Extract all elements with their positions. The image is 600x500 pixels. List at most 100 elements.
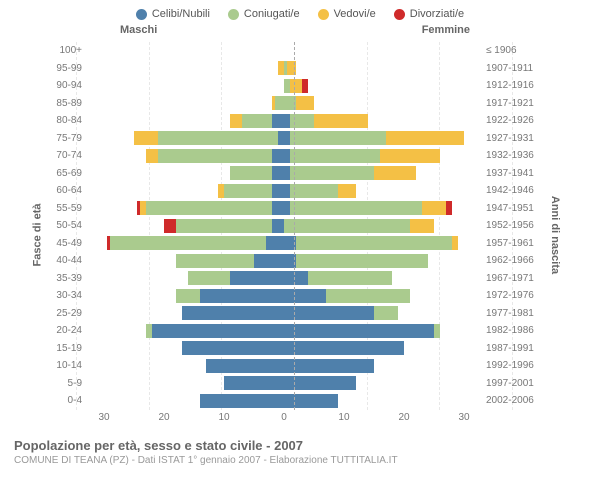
bar-group xyxy=(86,217,482,235)
year-label: 1967-1971 xyxy=(482,273,534,284)
age-label: 45-49 xyxy=(54,238,86,249)
male-bar xyxy=(86,166,284,180)
female-bar xyxy=(284,149,482,163)
bar-segment xyxy=(272,184,284,198)
bar-group xyxy=(86,340,482,358)
female-bar xyxy=(284,44,482,58)
bar-segment xyxy=(272,149,284,163)
male-bar xyxy=(86,201,284,215)
year-label: 1917-1921 xyxy=(482,98,534,109)
bar-segment xyxy=(200,289,284,303)
bar-segment xyxy=(290,166,374,180)
bar-segment xyxy=(308,271,392,285)
bar-segment xyxy=(272,114,284,128)
age-label: 60-64 xyxy=(54,185,86,196)
female-bar xyxy=(284,79,482,93)
bar-segment xyxy=(380,149,440,163)
legend-item: Coniugati/e xyxy=(228,8,300,20)
bar-segment xyxy=(284,271,308,285)
bar-segment xyxy=(182,341,284,355)
year-label: 1982-1986 xyxy=(482,325,534,336)
bar-segment xyxy=(374,306,398,320)
bar-segment xyxy=(434,324,440,338)
bar-segment xyxy=(284,289,326,303)
bar-segment xyxy=(452,236,458,250)
x-tick: 0 xyxy=(281,412,287,423)
year-label: 1947-1951 xyxy=(482,203,534,214)
y-axis-right-label: Anni di nascita xyxy=(549,196,561,274)
bar-segment xyxy=(158,149,272,163)
male-header: Maschi xyxy=(120,24,157,36)
legend-swatch xyxy=(136,9,147,20)
bar-segment xyxy=(422,201,446,215)
x-tick: 20 xyxy=(398,412,409,423)
male-bar xyxy=(86,254,284,268)
legend-label: Divorziati/e xyxy=(410,8,464,20)
female-bar xyxy=(284,61,482,75)
age-label: 15-19 xyxy=(54,343,86,354)
bar-segment xyxy=(110,236,266,250)
male-bar xyxy=(86,289,284,303)
x-tick: 30 xyxy=(458,412,469,423)
footer: Popolazione per età, sesso e stato civil… xyxy=(0,428,600,466)
age-label: 30-34 xyxy=(54,290,86,301)
bar-segment xyxy=(152,324,284,338)
female-bar xyxy=(284,341,482,355)
bar-group xyxy=(86,375,482,393)
x-tick: 10 xyxy=(218,412,229,423)
bar-segment xyxy=(374,166,416,180)
male-bar xyxy=(86,149,284,163)
bar-group xyxy=(86,60,482,78)
male-bar xyxy=(86,131,284,145)
female-bar xyxy=(284,289,482,303)
female-bar xyxy=(284,394,482,408)
bar-segment xyxy=(290,149,380,163)
female-bar xyxy=(284,236,482,250)
chart: Fasce di età Anni di nascita 100+≤ 19069… xyxy=(10,42,590,428)
male-bar xyxy=(86,376,284,390)
bar-segment xyxy=(266,236,284,250)
bar-group xyxy=(86,357,482,375)
gender-headers: Maschi Femmine xyxy=(0,24,600,42)
bar-segment xyxy=(206,359,284,373)
age-label: 25-29 xyxy=(54,308,86,319)
legend-label: Celibi/Nubili xyxy=(152,8,210,20)
bar-group xyxy=(86,305,482,323)
bar-segment xyxy=(254,254,284,268)
year-label: 1907-1911 xyxy=(482,63,534,74)
age-label: 80-84 xyxy=(54,115,86,126)
male-bar xyxy=(86,184,284,198)
bar-segment xyxy=(284,359,374,373)
bar-segment xyxy=(230,271,284,285)
female-bar xyxy=(284,359,482,373)
bar-segment xyxy=(146,201,272,215)
year-label: 1992-1996 xyxy=(482,360,534,371)
bar-segment xyxy=(182,306,284,320)
bar-segment xyxy=(272,166,284,180)
bar-segment xyxy=(176,289,200,303)
age-label: 70-74 xyxy=(54,150,86,161)
female-bar xyxy=(284,201,482,215)
legend: Celibi/NubiliConiugati/eVedovi/eDivorzia… xyxy=(0,0,600,24)
bar-group xyxy=(86,95,482,113)
bar-group xyxy=(86,165,482,183)
bar-segment xyxy=(290,201,422,215)
bar-group xyxy=(86,252,482,270)
female-bar xyxy=(284,166,482,180)
age-label: 90-94 xyxy=(54,80,86,91)
year-label: 1937-1941 xyxy=(482,168,534,179)
age-label: 75-79 xyxy=(54,133,86,144)
bar-segment xyxy=(446,201,452,215)
female-bar xyxy=(284,184,482,198)
year-label: 1962-1966 xyxy=(482,255,534,266)
bar-segment xyxy=(296,96,314,110)
age-label: 35-39 xyxy=(54,273,86,284)
bar-segment xyxy=(284,306,374,320)
bar-segment xyxy=(164,219,176,233)
male-bar xyxy=(86,359,284,373)
legend-item: Celibi/Nubili xyxy=(136,8,210,20)
age-label: 5-9 xyxy=(54,378,86,389)
bar-segment xyxy=(272,201,284,215)
bar-segment xyxy=(410,219,434,233)
bar-group xyxy=(86,200,482,218)
